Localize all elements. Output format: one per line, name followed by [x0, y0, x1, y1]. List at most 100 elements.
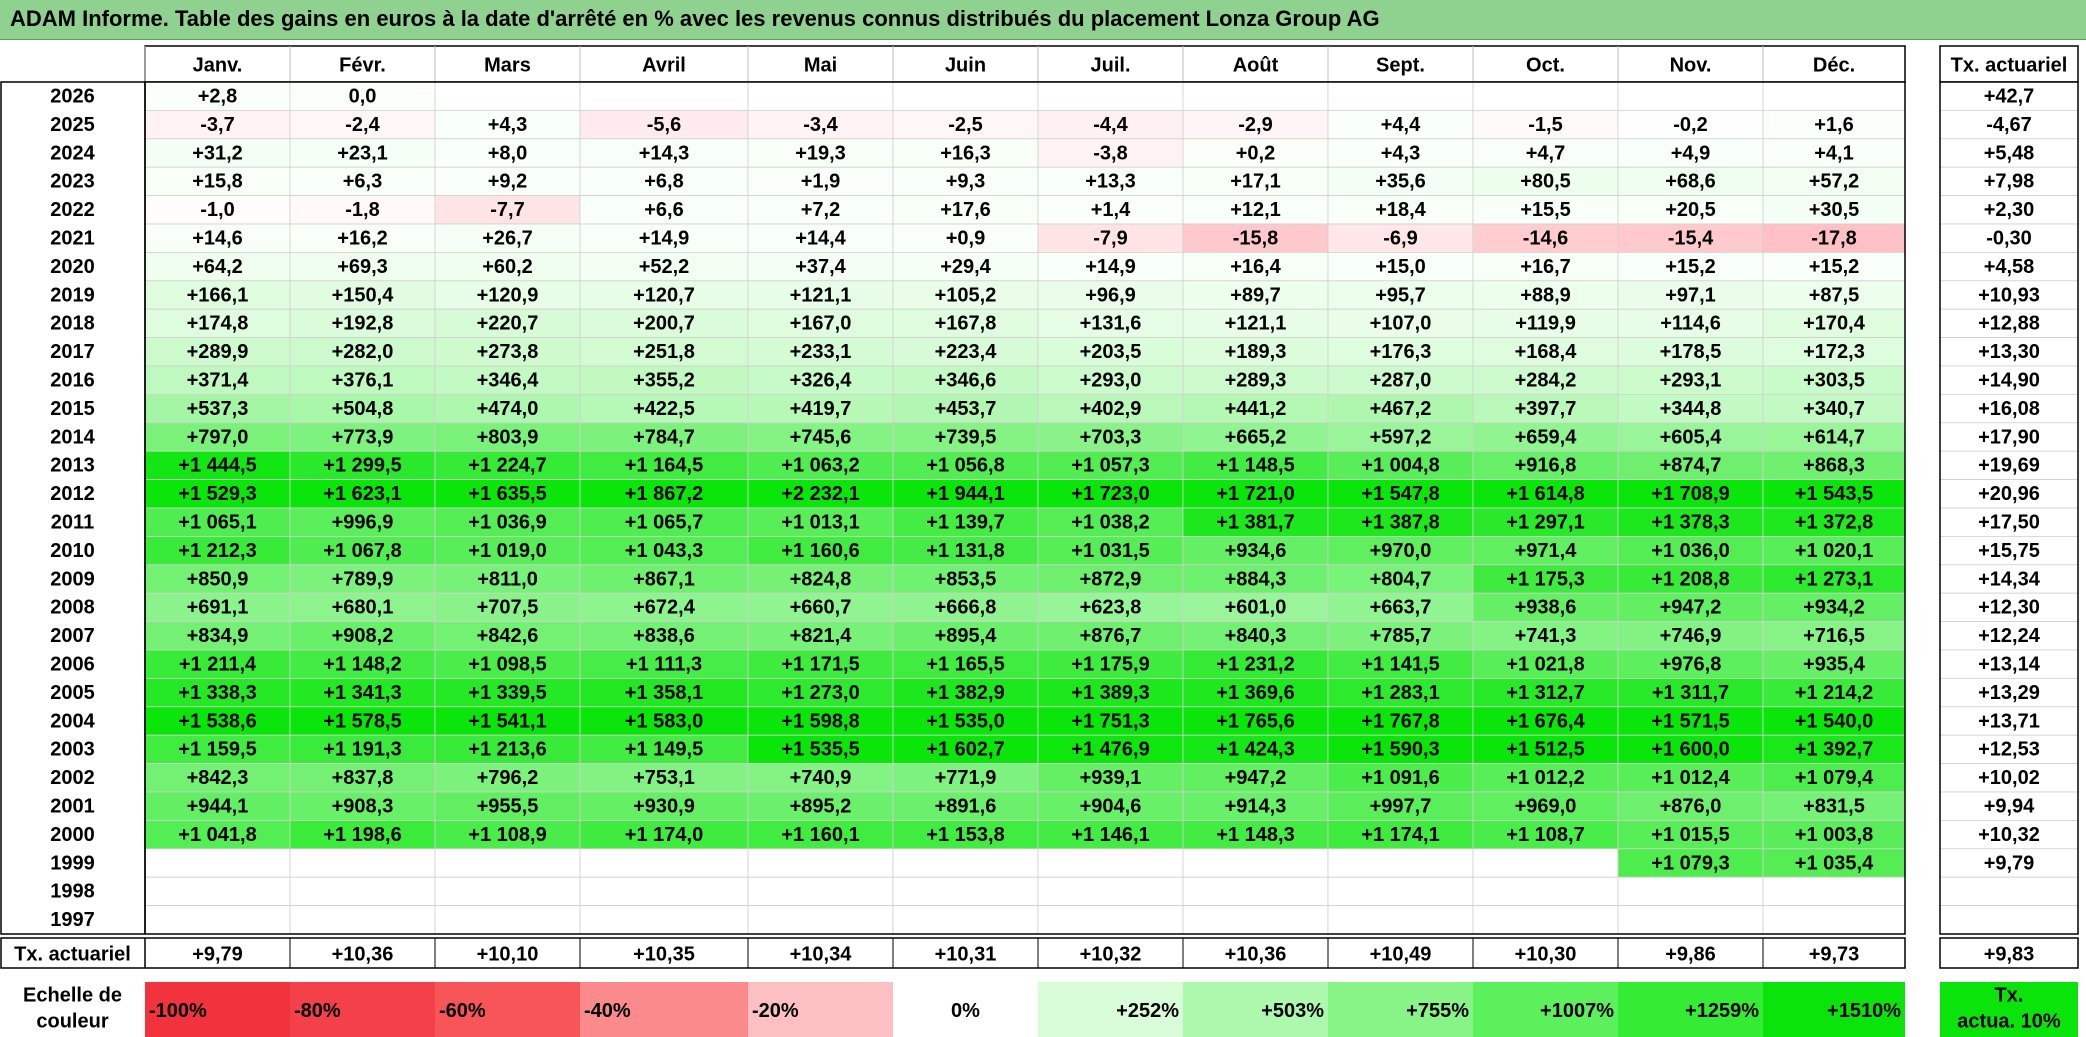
cell-value: +121,1: [790, 284, 852, 306]
cell-value: +17,1: [1230, 171, 1281, 193]
cell-value: +1 590,3: [1361, 739, 1439, 761]
cell-value: +970,0: [1370, 540, 1432, 562]
table-cell: [579, 706, 749, 736]
rate-cell: [1939, 649, 2079, 679]
month-header: Sept.: [1376, 54, 1425, 76]
table-cell: [1472, 507, 1619, 537]
table-cell: [1472, 479, 1619, 509]
cell-value: +1 341,3: [323, 682, 401, 704]
table-cell: [1182, 479, 1329, 509]
cell-value: +1 721,0: [1216, 483, 1294, 505]
table-cell: [579, 905, 749, 935]
cell-value: +1 160,6: [781, 540, 859, 562]
cell-value: +1 003,8: [1795, 824, 1873, 846]
table-cell: [579, 876, 749, 907]
month-header: Mars: [484, 54, 531, 76]
table-cell: [1182, 564, 1329, 594]
table-cell: [579, 365, 749, 395]
cell-value: +1 358,1: [625, 682, 703, 704]
table-cell: [144, 848, 291, 878]
cell-value: +31,2: [192, 142, 243, 164]
cell-value: +601,0: [1225, 597, 1287, 619]
cell-value: +18,4: [1375, 199, 1426, 221]
table-cell: [1617, 592, 1764, 623]
table-cell: [579, 450, 749, 481]
table-cell: [1037, 365, 1184, 395]
table-cell: [1762, 678, 1906, 708]
cell-value: +16,2: [337, 227, 388, 249]
month-header: Janv.: [193, 54, 243, 76]
table-cell: [1762, 81, 1906, 111]
rate-cell: [1939, 876, 2079, 907]
cell-value: +834,9: [187, 625, 249, 647]
table-cell: [144, 195, 291, 225]
table-cell: [1037, 706, 1184, 736]
table-cell: [579, 734, 749, 765]
cell-value: +1 031,5: [1071, 540, 1149, 562]
cell-value: +105,2: [935, 284, 997, 306]
table-cell: [1182, 251, 1329, 282]
cell-value: 0,0: [349, 85, 377, 107]
cell-value: +1 043,3: [625, 540, 703, 562]
rate-cell: [1939, 450, 2079, 481]
table-cell: [434, 223, 581, 253]
cell-value: +796,2: [477, 767, 539, 789]
cell-value: +419,7: [790, 398, 852, 420]
table-cell: [1617, 905, 1764, 935]
rate-value: +16,08: [1978, 398, 2040, 420]
cell-value: +6,8: [644, 171, 683, 193]
month-header: Juin: [945, 54, 986, 76]
cell-value: +1 676,4: [1506, 710, 1585, 732]
cell-value: +1 512,5: [1506, 739, 1584, 761]
table-cell: [434, 564, 581, 594]
table-cell: [1617, 507, 1764, 537]
cell-value: -15,8: [1233, 227, 1279, 249]
month-header: Oct.: [1526, 54, 1565, 76]
cell-value: +1 141,5: [1361, 653, 1439, 675]
cell-value: +1 020,1: [1795, 540, 1873, 562]
table-cell: [579, 848, 749, 878]
table-cell: [289, 223, 436, 253]
cell-value: +707,5: [477, 597, 539, 619]
cell-value: +4,3: [488, 114, 527, 136]
table-cell: [1327, 393, 1474, 424]
table-cell: [892, 365, 1039, 395]
cell-value: +1 273,0: [781, 682, 859, 704]
table-cell: [1617, 195, 1764, 225]
cell-value: +89,7: [1230, 284, 1281, 306]
table-cell: [1182, 621, 1329, 651]
table-cell: [1762, 905, 1906, 935]
summary-value: +9,73: [1809, 943, 1860, 965]
cell-value: +422,5: [633, 398, 695, 420]
cell-value: +1 174,0: [625, 824, 703, 846]
cell-value: +203,5: [1080, 341, 1142, 363]
cell-value: +1 312,7: [1506, 682, 1584, 704]
table-cell: [1182, 507, 1329, 537]
table-cell: [1037, 251, 1184, 282]
cell-value: +64,2: [192, 256, 243, 278]
table-cell: [579, 138, 749, 168]
table-cell: [1472, 649, 1619, 679]
cell-value: +934,2: [1803, 597, 1865, 619]
cell-value: -14,6: [1523, 227, 1569, 249]
table-cell: [747, 621, 894, 651]
cell-value: +745,6: [790, 426, 852, 448]
summary-value: +9,79: [192, 943, 243, 965]
cell-value: -4,4: [1093, 114, 1128, 136]
cell-value: +453,7: [935, 398, 997, 420]
table-cell: [1762, 308, 1906, 339]
cell-value: +1 213,6: [468, 739, 546, 761]
table-cell: [579, 791, 749, 821]
cell-value: +1 148,5: [1216, 455, 1294, 477]
table-cell: [747, 876, 894, 907]
scale-label: Echelle de: [23, 984, 122, 1006]
cell-value: +868,3: [1803, 455, 1865, 477]
cell-value: +663,7: [1370, 597, 1432, 619]
cell-value: +1 208,8: [1651, 568, 1729, 590]
table-cell: [747, 706, 894, 736]
cell-value: +1,4: [1091, 199, 1131, 221]
cell-value: +660,7: [790, 597, 852, 619]
cell-value: +976,8: [1660, 653, 1722, 675]
rate-value: +20,96: [1978, 483, 2040, 505]
cell-value: +178,5: [1660, 341, 1722, 363]
